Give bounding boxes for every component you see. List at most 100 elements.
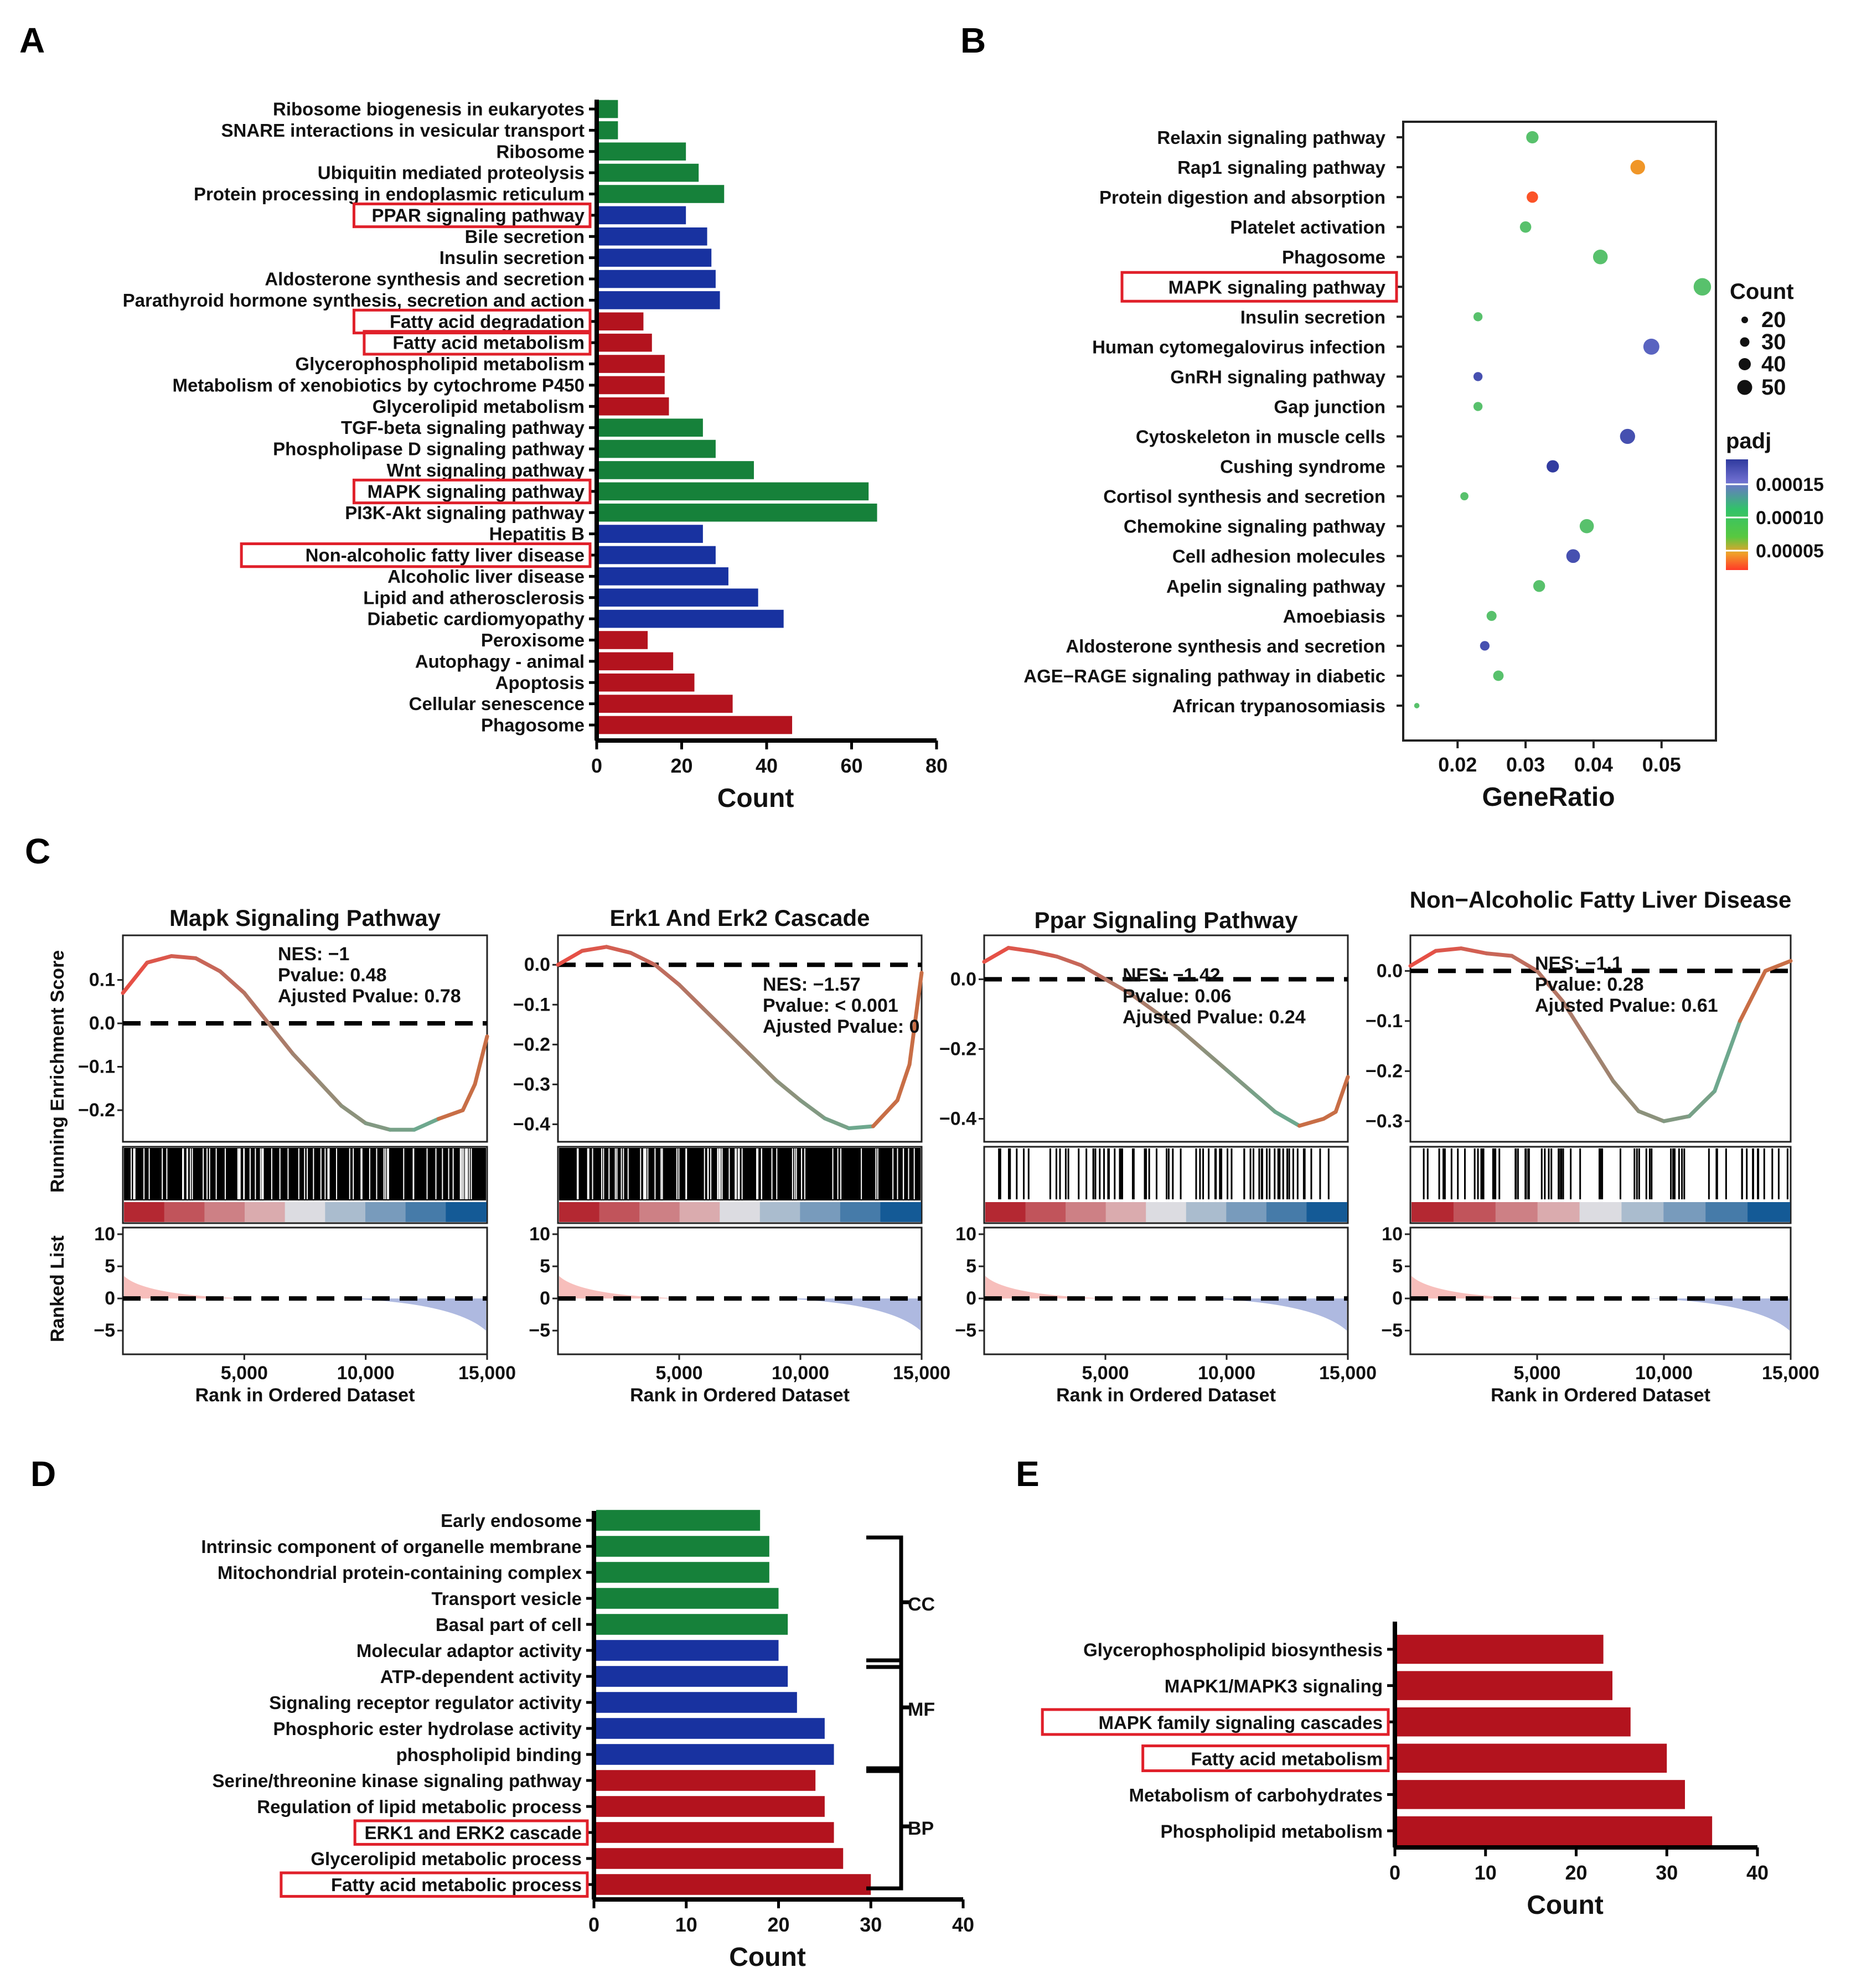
es-y-tick-label: −0.1 [78, 1056, 115, 1077]
dot-amoebiasis [1486, 610, 1497, 621]
dot-human-cytomegalovirus-infection [1643, 338, 1659, 355]
es-curve-segment [1535, 969, 1565, 1003]
highlight-box-fatty-acid-metabolism [363, 330, 592, 356]
category-label-ubiquitin-mediated-proteolysis: Ubiquitin mediated proteolysis [318, 163, 585, 183]
es-curve-segment [1763, 964, 1780, 973]
x-axis-title: Rank in Ordered Dataset [1491, 1385, 1710, 1406]
highlight-box-erk1-and-erk2-cascade [353, 1819, 589, 1846]
es-curve-segment [1662, 1114, 1692, 1124]
es-curve-segment [677, 982, 706, 1011]
ranked-negative-area [1647, 1298, 1790, 1331]
x-tick-label: 0 [1389, 1861, 1400, 1884]
dot-insulin-secretion [1473, 312, 1483, 322]
term-label-age-rage-signaling-pathway-in-diabetic: AGE−RAGE signaling pathway in diabetic [1023, 666, 1385, 686]
category-label-ribosome: Ribosome [496, 141, 585, 162]
bracket-0 [866, 1535, 903, 1669]
bar-autophagy-animal [599, 652, 674, 671]
padj-colorbar [1726, 459, 1748, 570]
rl-y-tick-label: 0 [1392, 1288, 1403, 1309]
bar-bile-secretion [599, 227, 707, 246]
es-curve-segment [1713, 1019, 1742, 1094]
highlight-box-fatty-acid-degradation [352, 308, 592, 335]
bar-apoptosis [599, 673, 695, 692]
es-curve-segment [1273, 1110, 1301, 1128]
dot-relaxin-signaling-pathway [1526, 131, 1539, 144]
rl-y-tick-label: 0 [966, 1288, 976, 1309]
es-curve-segment [847, 1124, 875, 1131]
es-y-tick-label: −0.2 [1366, 1060, 1403, 1081]
x-tick-label: 40 [952, 1913, 974, 1936]
es-curve-segment [1408, 949, 1438, 968]
rank-heat-segment [800, 1202, 841, 1222]
term-label-cushing-syndrome: Cushing syndrome [1220, 457, 1385, 477]
x-tick-label: 10,000 [1198, 1363, 1255, 1384]
x-tick-label: 0.03 [1506, 753, 1545, 776]
es-curve-segment [169, 954, 198, 960]
bar-phosphoric-ester-hydrolase-activity [596, 1718, 825, 1739]
category-label-erk1-and-erk2-cascade: ERK1 and ERK2 cascade [364, 1823, 582, 1843]
category-label-fatty-acid-metabolic-process: Fatty acid metabolic process [331, 1875, 582, 1895]
term-label-protein-digestion-and-absorption: Protein digestion and absorption [1099, 187, 1385, 208]
term-label-gnrh-signaling-pathway: GnRH signaling pathway [1170, 366, 1385, 387]
stat-line: Pvalue: 0.06 [1123, 986, 1232, 1007]
es-y-tick-label: −0.1 [1366, 1011, 1403, 1032]
category-label-glycerophospholipid-metabolism: Glycerophospholipid metabolism [295, 354, 585, 374]
stat-line: Ajusted Pvalue: 0.61 [1535, 995, 1718, 1016]
category-label-apoptosis: Apoptosis [495, 672, 585, 693]
term-label-rap1-signaling-pathway: Rap1 signaling pathway [1177, 157, 1386, 178]
category-label-glycerophospholipid-biosynthesis: Glycerophospholipid biosynthesis [1083, 1640, 1383, 1660]
bar-aldosterone-synthesis-and-secretion [599, 270, 716, 288]
x-tick-label: 30 [860, 1913, 882, 1936]
rl-y-tick-label: 5 [966, 1256, 976, 1277]
es-curve-segment [1176, 1026, 1204, 1051]
term-label-gap-junction: Gap junction [1274, 396, 1385, 417]
dot-african-trypanosomiasis [1414, 703, 1420, 708]
bar-metabolism-of-carbohydrates [1397, 1780, 1685, 1809]
bar-insulin-secretion [599, 249, 712, 267]
term-label-phagosome: Phagosome [1282, 247, 1385, 267]
es-y-tick-label: −0.1 [513, 994, 550, 1015]
es-curve-segment [580, 945, 609, 953]
category-label-glycerolipid-metabolism: Glycerolipid metabolism [373, 396, 585, 417]
rank-heat-segment [759, 1202, 801, 1222]
rank-heat-segment [1411, 1202, 1454, 1222]
bar-ribosome [599, 142, 686, 161]
bar-ubiquitin-mediated-proteolysis [599, 163, 699, 182]
stat-line: Pvalue: < 0.001 [763, 995, 898, 1016]
es-curve-segment [339, 1104, 368, 1125]
rl-y-tick-label: 10 [1382, 1224, 1403, 1245]
rank-heat-segment [124, 1202, 165, 1222]
category-label-atp-dependent-activity: ATP-dependent activity [380, 1666, 582, 1687]
es-y-tick-label: −0.3 [1366, 1111, 1403, 1132]
category-label-hepatitis-b: Hepatitis B [489, 524, 585, 544]
term-label-amoebiasis: Amoebiasis [1283, 606, 1385, 627]
bar-regulation-of-lipid-metabolic-process [596, 1796, 825, 1817]
bar-serine-threonine-kinase-signaling-pathway [596, 1770, 816, 1791]
y-axis-title-ranked: Ranked List [47, 1235, 68, 1342]
category-label-fatty-acid-degradation: Fatty acid degradation [390, 311, 585, 332]
bar-phospholipid-metabolism [1397, 1816, 1713, 1846]
rank-heat-segment [720, 1202, 761, 1222]
es-y-tick-label: −0.2 [513, 1034, 550, 1055]
es-curve-segment [145, 954, 174, 965]
bar-glycerophospholipid-biosynthesis [1397, 1634, 1604, 1664]
bar-fatty-acid-metabolism [599, 333, 652, 352]
bar-phospholipid-binding [596, 1744, 834, 1765]
es-curve-segment [1459, 946, 1488, 956]
x-tick-label: 0 [588, 1913, 599, 1936]
bar-phagosome [599, 716, 793, 734]
rl-y-tick-label: 0 [105, 1288, 115, 1309]
ranked-list-frame [557, 1226, 923, 1355]
legend-size-dot [1737, 380, 1752, 395]
highlight-box-mapk-signaling-pathway [352, 478, 592, 505]
stat-line: NES: −1.1 [1535, 953, 1622, 974]
rl-y-tick-label: 10 [955, 1224, 976, 1245]
x-tick-label: 40 [1746, 1861, 1769, 1884]
x-tick-label: 80 [926, 754, 948, 777]
es-curve-segment [1079, 963, 1108, 981]
category-label-non-alcoholic-fatty-liver-disease: Non-alcoholic fatty liver disease [306, 545, 585, 566]
es-curve-segment [982, 946, 1011, 964]
bar-tgf-beta-signaling-pathway [599, 418, 703, 437]
es-curve-segment [1738, 969, 1767, 1023]
ranked-negative-area [343, 1298, 486, 1331]
